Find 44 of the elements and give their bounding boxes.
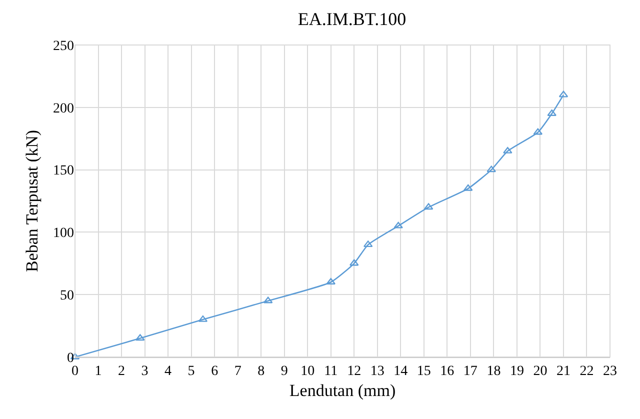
point xyxy=(503,146,512,154)
point xyxy=(135,334,145,341)
x-tick-label: 20 xyxy=(533,364,548,379)
y-tick-label: 100 xyxy=(53,226,74,242)
x-tick-label: 6 xyxy=(211,364,218,379)
x-tick-label: 23 xyxy=(603,364,617,379)
x-tick-label: 22 xyxy=(580,364,594,379)
y-tick-label: 50 xyxy=(60,288,74,304)
x-tick-label: 10 xyxy=(300,364,315,379)
x-tick-label: 9 xyxy=(280,364,288,379)
x-tick-label: 18 xyxy=(486,364,501,379)
point xyxy=(486,166,496,172)
point xyxy=(424,203,434,210)
point xyxy=(394,222,403,228)
point xyxy=(349,259,359,266)
x-tick-label: 3 xyxy=(141,364,148,379)
y-tick-label: 250 xyxy=(53,38,74,54)
x-tick-label: 2 xyxy=(118,364,126,379)
x-tick-label: 7 xyxy=(234,364,242,379)
x-tick-label: 21 xyxy=(556,364,570,379)
x-tick-label: 8 xyxy=(258,364,265,379)
point xyxy=(198,315,208,322)
point xyxy=(263,296,273,304)
x-tick-label: 11 xyxy=(324,364,338,379)
point xyxy=(363,240,373,248)
x-tick-label: 16 xyxy=(440,364,454,379)
x-tick-label: 1 xyxy=(94,364,102,379)
point xyxy=(463,184,473,191)
chart-title: EA.IM.BT.100 xyxy=(298,9,406,30)
x-tick-label: 17 xyxy=(463,364,478,379)
x-tick-label: 15 xyxy=(416,364,431,379)
x-tick-label: 4 xyxy=(164,364,172,379)
x-tick-label: 12 xyxy=(347,364,362,379)
x-tick-label: 14 xyxy=(394,364,408,379)
y-axis-title: Beban Terpusat (kN) xyxy=(22,130,42,272)
x-axis-title: Lendutan (mm) xyxy=(289,381,396,400)
x-tick-label: 19 xyxy=(510,364,524,379)
x-tick-label: 5 xyxy=(188,364,195,379)
y-tick-label: 0 xyxy=(67,350,74,366)
y-tick-label: 200 xyxy=(53,101,74,116)
point xyxy=(533,128,543,135)
point xyxy=(558,90,568,98)
y-tick-label: 150 xyxy=(53,164,74,179)
x-tick-label: 13 xyxy=(370,364,384,379)
